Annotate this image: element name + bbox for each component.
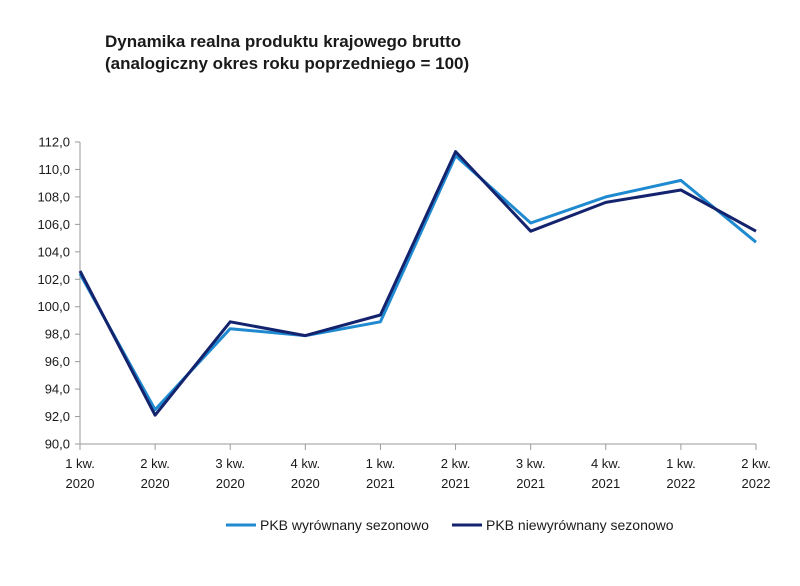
y-tick-label: 90,0 [45,437,70,452]
x-tick-label: 1 kw. 2020 [65,456,95,491]
x-axis: 1 kw. 2020 2 kw. 2020 3 kw. 2020 4 kw. 2020 1 kw… [65,443,771,491]
x-tick-label: 2 kw. 2021 [441,456,471,491]
y-tick-label: 112,0 [38,135,70,150]
y-tick-label: 102,0 [37,272,70,287]
legend: PKB wyrównany sezonowo PKB niewyrównany s… [226,517,674,533]
y-tick-label: 98,0 [45,327,70,342]
y-tick-label: 110,0 [38,162,70,177]
chart-title-line-1: Dynamika realna produktu krajowego brutt… [105,32,461,51]
x-tick-label: 2 kw. 2022 [741,456,771,491]
x-tick-label: 3 kw. 2021 [516,456,546,491]
legend-label-1: PKB wyrównany sezonowo [260,517,429,533]
x-tick-label: 1 kw. 2021 [366,456,396,491]
x-tick-label: 1 kw. 2022 [666,456,696,491]
series-layer [78,150,757,417]
series-line-2 [78,150,757,417]
chart-title: Dynamika realna produktu krajowego brutt… [105,32,469,73]
y-tick-label: 106,0 [37,217,70,232]
y-tick-label: 104,0 [37,244,70,259]
x-tick-label: 4 kw. 2020 [291,456,321,491]
y-tick-label: 92,0 [45,409,70,424]
x-tick-label: 3 kw. 2020 [215,456,245,491]
y-tick-label: 96,0 [45,354,70,369]
y-tick-label: 100,0 [37,299,70,314]
chart-title-line-2: (analogiczny okres roku poprzedniego = 1… [105,54,469,73]
y-axis: 90,0 92,0 94,0 96,0 98,0 100,0 102,0 104,0 106,0… [37,135,81,452]
legend-label-2: PKB niewyrównany sezonowo [486,517,674,533]
y-tick-label: 94,0 [45,382,70,397]
x-tick-label: 4 kw. 2021 [591,456,621,491]
y-tick-label: 108,0 [37,189,70,204]
x-tick-label: 2 kw. 2020 [140,456,170,491]
